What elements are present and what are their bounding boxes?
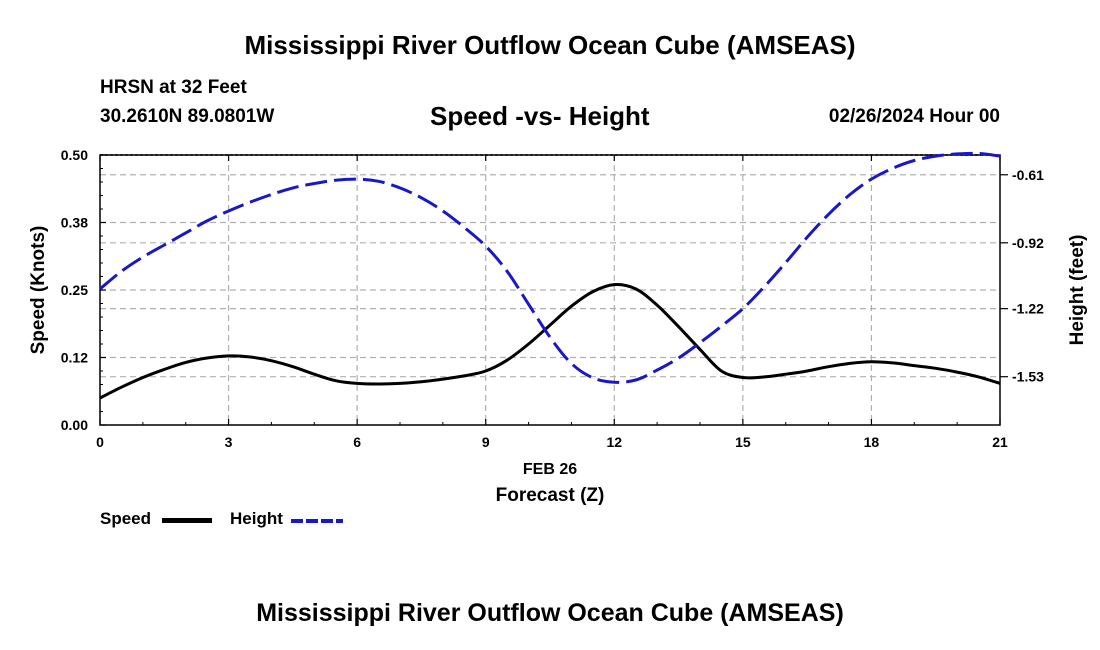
forecast-datetime: 02/26/2024 Hour 00 [828, 106, 1000, 127]
axis-ticks: 0 3 6 9 12 15 18 21 0.00 0.12 0.25 0.38 0.50 -1.53 -1.… [61, 147, 1044, 450]
y-tick-label: 0.25 [61, 282, 88, 298]
x-tick-label: 18 [864, 434, 880, 450]
x-tick-label: 21 [992, 434, 1008, 450]
y2-tick-label: -1.53 [1012, 369, 1044, 385]
y2-tick-label: -0.92 [1012, 235, 1044, 251]
y2-tick-label: -0.61 [1012, 167, 1044, 183]
x-tick-label: 12 [606, 434, 622, 450]
footer-title: Mississippi River Outflow Ocean Cube (AM… [256, 599, 844, 627]
y-axis-label: Speed (Knots) [28, 226, 49, 355]
legend-height-swatch [291, 519, 343, 523]
x-tick-label: 3 [225, 434, 233, 450]
x-tick-label: 9 [482, 434, 490, 450]
speed-height-chart: 0 3 6 9 12 15 18 21 0.00 0.12 0.25 0.38 0.50 -1.53 -1.… [28, 147, 1088, 506]
x-tick-label: 6 [353, 434, 361, 450]
chart-title: Speed -vs- Height [430, 101, 650, 131]
legend-height-label: Height [230, 509, 283, 528]
y-tick-label: 0.12 [61, 350, 88, 366]
legend-speed-swatch [162, 518, 212, 523]
legend-speed-label: Speed [100, 509, 152, 528]
y-tick-label: 0.00 [61, 417, 88, 433]
grid-lines [100, 154, 1000, 425]
x-date-label: FEB 26 [523, 461, 577, 478]
y2-axis-label: Height (feet) [1067, 235, 1088, 346]
main-title: Mississippi River Outflow Ocean Cube (AM… [244, 30, 856, 60]
series-group [99, 151, 1001, 400]
y-tick-label: 0.38 [61, 215, 88, 231]
x-tick-label: 0 [96, 434, 104, 450]
coordinates-label: 30.2610N 89.0801W [100, 106, 275, 127]
y2-tick-label: -1.22 [1012, 301, 1044, 317]
y-tick-label: 0.50 [61, 147, 88, 163]
series-line-height [99, 151, 1001, 384]
series-line-speed [99, 283, 1001, 400]
x-tick-label: 15 [735, 434, 751, 450]
station-label: HRSN at 32 Feet [100, 77, 247, 98]
x-axis-label: Forecast (Z) [496, 485, 605, 506]
